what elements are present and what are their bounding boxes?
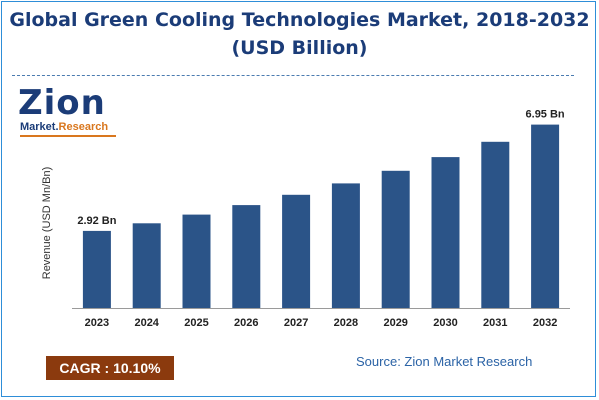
logo-tagline: Market.Research	[20, 121, 108, 133]
bar-2032	[531, 124, 560, 308]
title-line-2: (USD Billion)	[231, 37, 368, 59]
bar-2024	[132, 223, 161, 308]
bar-2026	[232, 205, 261, 308]
x-tick-2031: 2031	[483, 317, 507, 329]
data-label-2023: 2.92 Bn	[77, 215, 116, 227]
logo-underline	[20, 135, 116, 137]
bar-2027	[282, 194, 311, 308]
bar-2029	[381, 170, 410, 308]
x-tick-2032: 2032	[533, 317, 557, 329]
data-labels: 2.92 Bn 6.95 Bn	[77, 109, 565, 227]
bar-2025	[182, 214, 211, 308]
bar-2031	[481, 141, 510, 309]
x-tick-2028: 2028	[334, 317, 358, 329]
x-tick-2023: 2023	[85, 317, 109, 329]
zion-logo: Zion Market.Research	[16, 84, 126, 140]
bar-2030	[431, 157, 460, 308]
logo-tagline-research: Research	[58, 121, 109, 133]
source-text: Source: Zion Market Research	[356, 354, 533, 369]
x-tick-2030: 2030	[433, 317, 457, 329]
title-divider	[12, 75, 574, 76]
data-label-2032: 6.95 Bn	[526, 109, 565, 121]
bars-group	[82, 124, 560, 309]
bar-2023	[82, 230, 111, 308]
y-axis-label: Revenue (USD Mn/Bn)	[41, 167, 53, 280]
title-line-1: Global Green Cooling Technologies Market…	[9, 9, 590, 31]
x-tick-2025: 2025	[184, 317, 208, 329]
cagr-badge: CAGR : 10.10%	[46, 356, 174, 380]
x-tick-2029: 2029	[383, 317, 407, 329]
bar-2028	[331, 183, 360, 308]
chart-title: Global Green Cooling Technologies Market…	[0, 6, 599, 62]
x-tick-labels: 2023 2024 2025 2026 2027 2028 2029 2030 2031 2032	[85, 317, 558, 329]
x-tick-2026: 2026	[234, 317, 258, 329]
x-tick-2027: 2027	[284, 317, 308, 329]
x-tick-2024: 2024	[134, 317, 159, 329]
logo-tagline-market: Market.	[20, 121, 59, 133]
logo-wordmark: Zion	[18, 83, 106, 123]
